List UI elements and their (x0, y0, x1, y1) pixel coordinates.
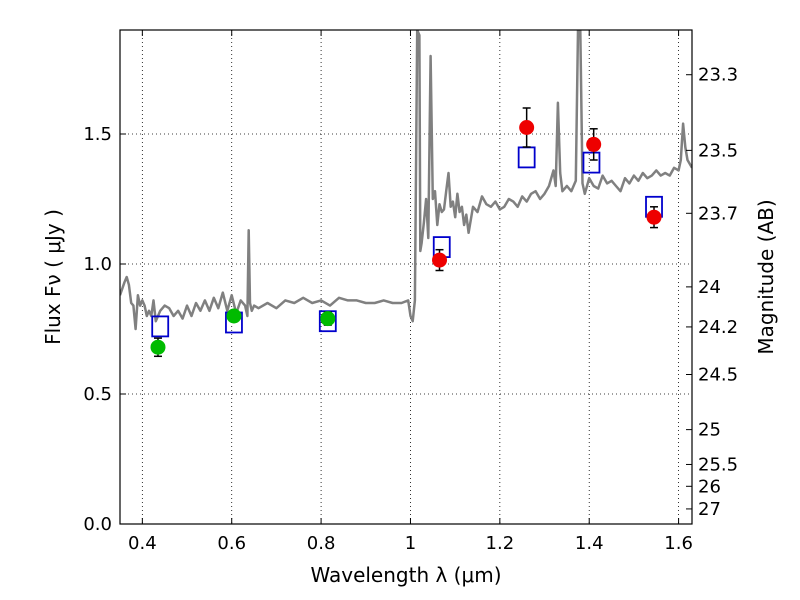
observed-point (432, 252, 448, 268)
model-photometry-square (517, 146, 536, 169)
x-tick-label: 1.6 (664, 533, 693, 554)
plot-area (120, 30, 692, 331)
spectrum-line (120, 30, 692, 331)
right-tick-label: 24 (698, 277, 721, 298)
right-tick-label: 24.2 (698, 317, 738, 338)
plot-frame (119, 29, 693, 525)
right-tick-label: 23.7 (698, 203, 738, 224)
observed-point (519, 120, 535, 135)
right-axis-title: Magnitude (AB) (754, 199, 778, 354)
x-axis-title: Wavelength λ (μm) (310, 563, 501, 587)
observed-point (150, 339, 166, 355)
right-tick-label: 26 (698, 476, 721, 497)
right-tick-label: 23.3 (698, 65, 738, 86)
y-tick-label: 1.0 (83, 254, 112, 275)
markers-layer (150, 107, 663, 358)
model-photometry-square (151, 315, 170, 338)
x-tick-label: 1 (405, 533, 416, 554)
grid-lines (120, 30, 692, 525)
x-tick-label: 1.4 (575, 533, 604, 554)
right-tick-label: 27 (698, 499, 721, 520)
x-tick-label: 1.2 (486, 533, 515, 554)
observed-point (226, 308, 242, 324)
observed-point (320, 311, 336, 327)
y-axis-title: Flux Fν ( μJy ) (41, 209, 65, 345)
x-tick-label: 0.8 (307, 533, 336, 554)
series-layer (120, 30, 692, 331)
model-photometry-square (582, 151, 601, 174)
observed-point (646, 209, 662, 225)
right-tick-label: 25 (698, 420, 721, 441)
x-tick-label: 0.4 (128, 533, 157, 554)
y-tick-label: 0.0 (83, 514, 112, 535)
right-tick-label: 24.5 (698, 365, 738, 386)
right-tick-label: 25.5 (698, 454, 738, 475)
right-tick-label: 23.5 (698, 140, 738, 161)
observed-point (586, 136, 602, 152)
ticks-layer: 0.4 0.6 0.8 1 1.2 1.4 1.6 0.0 0.5 1.0 1.5 23.3 23.5 2… (83, 30, 738, 554)
y-tick-label: 0.5 (83, 384, 112, 405)
y-tick-label: 1.5 (83, 124, 112, 145)
x-tick-label: 0.6 (217, 533, 246, 554)
